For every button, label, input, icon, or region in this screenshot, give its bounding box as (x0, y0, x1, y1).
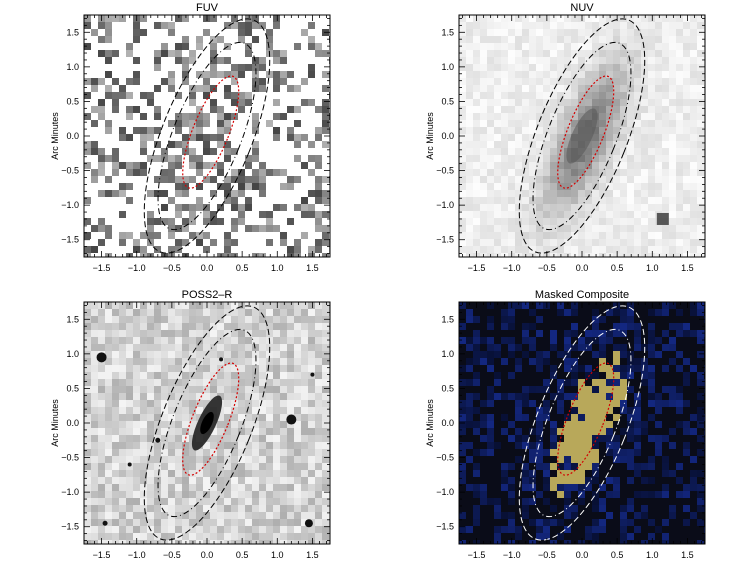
x-tick-label: −1.0 (503, 263, 521, 273)
y-tick-label: −1.5 (61, 235, 79, 245)
axis-ticks: −1.5 1.5 −1.0 1.0 −0.5 0.5 0.0 0.0 0.5 −0.5 1.0 −1.… (436, 15, 705, 273)
y-axis-label: Arc Minutes (50, 399, 60, 447)
x-tick-label: 1.0 (646, 550, 659, 560)
axis-ticks: −1.5 1.5 −1.0 1.0 −0.5 0.5 0.0 0.0 0.5 −0.5 1.0 −1.… (61, 302, 330, 560)
x-tick-label: −0.5 (163, 263, 181, 273)
panel-title: FUV (196, 2, 219, 14)
pixel-layer (459, 302, 705, 544)
x-tick-label: −0.5 (538, 263, 556, 273)
y-tick-label: 1.0 (441, 349, 454, 359)
panel-fuv: FUV −1.5 1.5 −1.0 1.0 −0.5 0.5 0.0 0.0 0.5 −0.5 1.… (50, 2, 331, 273)
y-tick-label: 0.5 (441, 96, 454, 106)
y-tick-label: 0.5 (66, 383, 79, 393)
panel-nuv: NUV −1.5 1.5 −1.0 1.0 −0.5 0.5 0.0 0.0 0.5 −0.5 1.… (425, 2, 706, 273)
y-axis-label: Arc Minutes (425, 399, 435, 447)
aperture-ellipses (518, 18, 646, 254)
x-tick-label: −1.0 (128, 263, 146, 273)
x-tick-label: 1.5 (306, 263, 319, 273)
y-tick-label: 0.0 (66, 131, 79, 141)
y-tick-label: −0.5 (61, 166, 79, 176)
panel-title: Masked Composite (535, 289, 629, 301)
image-area (459, 15, 705, 257)
x-tick-label: −1.5 (93, 263, 111, 273)
panel-title: NUV (570, 2, 594, 14)
image-area (459, 302, 705, 544)
y-tick-label: 1.0 (66, 62, 79, 72)
y-tick-label: −1.5 (436, 522, 454, 532)
y-tick-label: 1.0 (441, 62, 454, 72)
x-tick-label: 1.0 (271, 550, 284, 560)
y-tick-label: 0.5 (66, 96, 79, 106)
y-tick-label: 1.5 (441, 27, 454, 37)
axis-ticks: −1.5 1.5 −1.0 1.0 −0.5 0.5 0.0 0.0 0.5 −0.5 1.0 −1.… (61, 15, 330, 273)
y-tick-label: −1.5 (61, 522, 79, 532)
image-area (84, 15, 330, 257)
x-tick-label: 0.0 (201, 263, 214, 273)
x-tick-label: −1.5 (468, 550, 486, 560)
x-tick-label: 0.0 (201, 550, 214, 560)
panel-poss2-r: POSS2–R −1.5 1.5 −1.0 1.0 −0.5 0.5 0.0 0.0 0.5 −0… (50, 289, 331, 560)
axis-ticks: −1.5 1.5 −1.0 1.0 −0.5 0.5 0.0 0.0 0.5 −0.5 1.0 −1.… (436, 302, 705, 560)
y-tick-label: 0.5 (441, 383, 454, 393)
x-tick-label: −0.5 (538, 550, 556, 560)
x-tick-label: −0.5 (163, 550, 181, 560)
y-tick-label: 1.5 (66, 314, 79, 324)
x-tick-label: 0.5 (236, 550, 249, 560)
x-tick-label: 0.0 (576, 550, 589, 560)
y-tick-label: 1.5 (441, 314, 454, 324)
y-tick-label: −1.0 (436, 487, 454, 497)
y-tick-label: 1.5 (66, 27, 79, 37)
x-tick-label: 0.5 (611, 550, 624, 560)
aperture-ellipses (518, 305, 646, 541)
y-axis-label: Arc Minutes (425, 112, 435, 160)
pixel-layer (84, 302, 330, 544)
y-tick-label: −1.0 (61, 487, 79, 497)
x-tick-label: −1.5 (93, 550, 111, 560)
x-tick-label: 1.5 (681, 263, 694, 273)
x-tick-label: 1.0 (646, 263, 659, 273)
panel-masked-composite: Masked Composite −1.5 1.5 −1.0 1.0 −0.5 0.5 0.… (425, 289, 706, 560)
x-tick-label: 0.5 (611, 263, 624, 273)
x-tick-label: 0.5 (236, 263, 249, 273)
y-tick-label: 0.0 (441, 131, 454, 141)
y-tick-label: 0.0 (441, 418, 454, 428)
x-tick-label: −1.5 (468, 263, 486, 273)
y-tick-label: −1.5 (436, 235, 454, 245)
y-tick-label: −0.5 (436, 166, 454, 176)
y-tick-label: −0.5 (436, 453, 454, 463)
y-tick-label: 0.0 (66, 418, 79, 428)
panel-title: POSS2–R (182, 289, 233, 301)
y-tick-label: −0.5 (61, 453, 79, 463)
aperture-ellipses (143, 305, 271, 541)
y-axis-label: Arc Minutes (50, 112, 60, 160)
image-area (84, 302, 330, 544)
y-tick-label: −1.0 (436, 200, 454, 210)
y-tick-label: −1.0 (61, 200, 79, 210)
x-tick-label: 1.5 (306, 550, 319, 560)
x-tick-label: 0.0 (576, 263, 589, 273)
y-tick-label: 1.0 (66, 349, 79, 359)
x-tick-label: −1.0 (128, 550, 146, 560)
x-tick-label: 1.5 (681, 550, 694, 560)
pixel-layer (459, 15, 705, 257)
x-tick-label: −1.0 (503, 550, 521, 560)
x-tick-label: 1.0 (271, 263, 284, 273)
